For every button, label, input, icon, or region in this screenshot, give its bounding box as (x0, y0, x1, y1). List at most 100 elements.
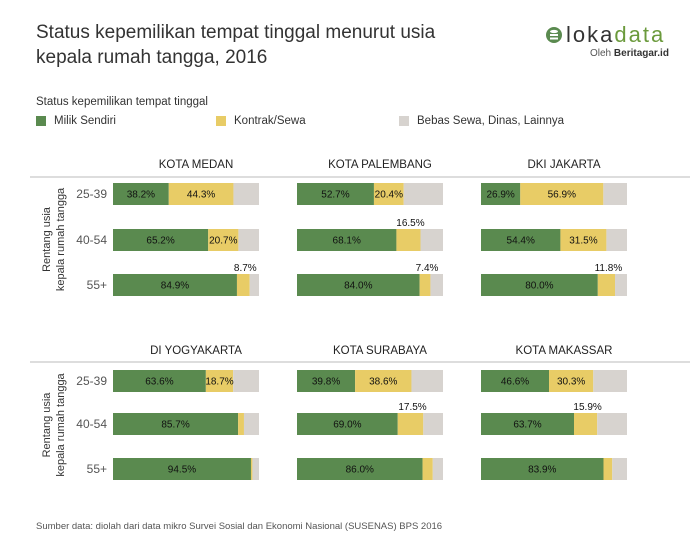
data-label-kontrak: 20.4% (375, 190, 403, 201)
data-label-milik: 85.7% (161, 420, 189, 431)
source-note: Sumber data: diolah dari data mikro Surv… (36, 521, 443, 532)
panel-title: KOTA MAKASSAR (516, 345, 613, 357)
panel-title: DI YOGYAKARTA (150, 345, 242, 357)
data-label-milik: 52.7% (321, 190, 349, 201)
data-label-milik: 84.0% (344, 281, 372, 292)
logo-wordmark: lokadata (566, 22, 665, 48)
bar-milik-sendiri (113, 229, 209, 251)
logo-brand: Beritagar.id (613, 48, 669, 59)
data-label-milik: 68.1% (333, 236, 361, 247)
legend-swatch-milik (36, 116, 46, 126)
bar-milik-sendiri (481, 274, 598, 296)
bar-milik-sendiri (113, 274, 237, 296)
legend-label-kontrak: Kontrak/Sewa (234, 115, 306, 127)
bar-kontrak-sewa (250, 458, 253, 480)
data-label-milik: 46.6% (501, 377, 529, 388)
bar-milik-sendiri (113, 413, 239, 435)
logo-word-b: data (614, 22, 666, 47)
bar-milik-sendiri (113, 183, 169, 205)
bar-kontrak-sewa (397, 413, 424, 435)
legend-swatch-kontrak (216, 116, 226, 126)
data-label-milik: 63.7% (513, 420, 541, 431)
data-label-milik: 80.0% (525, 281, 553, 292)
bar-kontrak-sewa (168, 183, 234, 205)
bar-bebas-sewa (432, 458, 443, 480)
bar-bebas-sewa (606, 229, 627, 251)
bar-milik-sendiri (113, 370, 206, 392)
data-label-kontrak: 8.7% (234, 263, 257, 274)
bar-kontrak-sewa (574, 413, 598, 435)
legend-swatch-bebas (399, 116, 409, 126)
panel-title: KOTA PALEMBANG (328, 159, 432, 171)
bar-milik-sendiri (481, 458, 604, 480)
panel-title: KOTA MEDAN (159, 159, 234, 171)
legend-item-milik: Milik Sendiri (36, 114, 116, 128)
data-label-kontrak: 20.7% (209, 236, 237, 247)
data-label-kontrak: 17.5% (398, 402, 426, 413)
logo-byline-prefix: Oleh (590, 48, 612, 59)
bar-bebas-sewa (233, 370, 259, 392)
age-tick-label: 25-39 (76, 374, 107, 388)
bar-milik-sendiri (297, 370, 356, 392)
age-tick-label: 55+ (87, 462, 107, 476)
bar-bebas-sewa (420, 229, 443, 251)
y-axis-title-line1: Rentang usia (41, 206, 53, 272)
panel-title: KOTA SURABAYA (333, 345, 427, 357)
bar-milik-sendiri (113, 458, 251, 480)
bar-milik-sendiri (297, 458, 423, 480)
bar-milik-sendiri (481, 370, 550, 392)
y-axis-title-line1: Rentang usia (41, 392, 53, 458)
data-label-milik: 39.8% (312, 377, 340, 388)
data-label-milik: 65.2% (146, 236, 174, 247)
data-label-milik: 38.2% (127, 190, 155, 201)
panel-title: DKI JAKARTA (527, 159, 600, 171)
data-label-milik: 94.5% (168, 465, 196, 476)
data-label-kontrak: 38.6% (369, 377, 397, 388)
data-label-kontrak: 11.8% (595, 263, 623, 274)
lokadata-logo[interactable]: lokadata Oleh Beritagar.id (546, 22, 686, 62)
chart-title: Status kepemilikan tempat tinggal menuru… (36, 22, 436, 68)
data-label-milik: 86.0% (346, 465, 374, 476)
bar-bebas-sewa (612, 458, 627, 480)
database-icon (546, 27, 562, 43)
bar-bebas-sewa (597, 413, 627, 435)
bar-kontrak-sewa (355, 370, 412, 392)
bar-bebas-sewa (603, 183, 627, 205)
bar-kontrak-sewa (422, 458, 433, 480)
bar-milik-sendiri (481, 183, 521, 205)
data-label-kontrak: 7.4% (416, 263, 439, 274)
y-axis-title-line2: kepala rumah tangga (55, 187, 67, 291)
data-label-kontrak: 31.5% (569, 236, 597, 247)
bar-bebas-sewa (252, 458, 259, 480)
data-label-kontrak: 56.9% (548, 190, 576, 201)
bar-kontrak-sewa (520, 183, 604, 205)
legend-label-bebas: Bebas Sewa, Dinas, Lainnya (417, 115, 565, 127)
bar-kontrak-sewa (597, 274, 616, 296)
data-label-milik: 83.9% (528, 465, 556, 476)
age-tick-label: 40-54 (76, 233, 107, 247)
bar-kontrak-sewa (208, 229, 239, 251)
bar-kontrak-sewa (396, 229, 421, 251)
data-label-milik: 63.6% (145, 377, 173, 388)
data-label-kontrak: 30.3% (557, 377, 585, 388)
data-label-kontrak: 16.5% (396, 218, 424, 229)
data-label-milik: 26.9% (486, 190, 514, 201)
bar-bebas-sewa (403, 183, 443, 205)
bar-milik-sendiri (297, 274, 420, 296)
bar-kontrak-sewa (373, 183, 404, 205)
bar-milik-sendiri (297, 229, 397, 251)
data-label-milik: 69.0% (333, 420, 361, 431)
bar-bebas-sewa (430, 274, 443, 296)
data-label-milik: 84.9% (161, 281, 189, 292)
bar-bebas-sewa (423, 413, 443, 435)
legend-item-kontrak: Kontrak/Sewa (216, 114, 306, 128)
bar-bebas-sewa (238, 229, 259, 251)
bar-bebas-sewa (411, 370, 443, 392)
bar-kontrak-sewa (205, 370, 234, 392)
bar-bebas-sewa (233, 183, 259, 205)
age-tick-label: 25-39 (76, 187, 107, 201)
bar-milik-sendiri (481, 413, 575, 435)
data-label-kontrak: 18.7% (205, 377, 233, 388)
legend-title: Status kepemilikan tempat tinggal (36, 96, 208, 108)
